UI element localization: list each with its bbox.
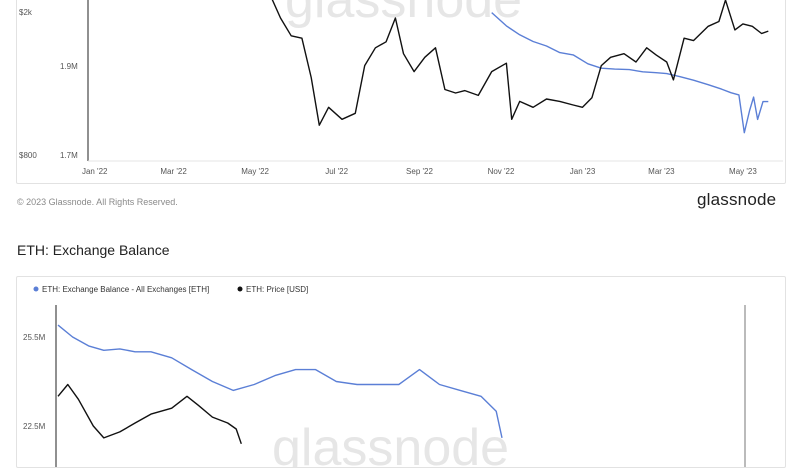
left-axis-tick-label: $2k (19, 8, 33, 17)
legend-label: ETH: Price [USD] (246, 285, 308, 294)
legend-marker (237, 286, 243, 292)
top-chart-y-ticks: $2k $800 1.9M 1.7M (19, 8, 78, 160)
x-tick-label: May '22 (241, 167, 269, 176)
y-tick-label: 25.5M (23, 333, 46, 342)
bottom-chart-watermark: glassnode (272, 419, 509, 467)
x-tick-label: Jul '22 (325, 167, 348, 176)
y-tick-label: 22.5M (23, 422, 46, 431)
x-tick-label: Jan '23 (570, 167, 596, 176)
left-axis-tick-label: $800 (19, 151, 37, 160)
bottom-chart-panel: ETH: Exchange Balance - All Exchanges [E… (16, 276, 786, 468)
top-chart-x-ticks: Jan '22 Mar '22 May '22 Jul '22 Sep '22 Nov '… (82, 167, 757, 176)
right-axis-tick-label: 1.9M (60, 62, 78, 71)
price-line (57, 383, 242, 445)
top-chart-panel: glassnode Jan '22 Mar '22 May '22 Jul '22 Se… (16, 0, 786, 184)
x-tick-label: Nov '22 (488, 167, 515, 176)
top-chart-series (271, 0, 769, 134)
bottom-chart-svg: ETH: Exchange Balance - All Exchanges [E… (23, 285, 746, 467)
chart-legend: ETH: Exchange Balance - All Exchanges [E… (33, 285, 308, 294)
legend-label: ETH: Exchange Balance - All Exchanges [E… (42, 285, 209, 294)
top-chart-watermark: glassnode (285, 0, 522, 29)
price-line (271, 0, 769, 126)
x-tick-label: Sep '22 (406, 167, 433, 176)
legend-marker (33, 286, 39, 292)
x-tick-label: Jan '22 (82, 167, 108, 176)
bottom-chart-y-ticks: 25.5M 22.5M (23, 333, 46, 431)
x-tick-label: Mar '22 (160, 167, 187, 176)
exchange-balance-line (57, 324, 503, 439)
bottom-chart-series (57, 324, 503, 445)
exchange-balance-line (491, 12, 769, 134)
glassnode-logo[interactable]: glassnode (697, 190, 777, 209)
section-title: ETH: Exchange Balance (17, 242, 170, 258)
copyright-notice: © 2023 Glassnode. All Rights Reserved. (17, 197, 178, 207)
x-tick-label: May '23 (729, 167, 757, 176)
x-tick-label: Mar '23 (648, 167, 675, 176)
right-axis-tick-label: 1.7M (60, 151, 78, 160)
top-chart-svg: glassnode Jan '22 Mar '22 May '22 Jul '22 Se… (19, 0, 783, 176)
